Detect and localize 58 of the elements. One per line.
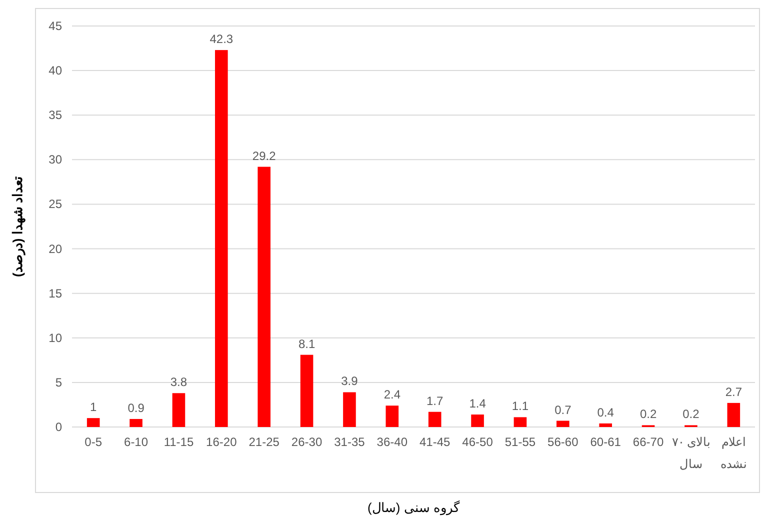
data-label: 0.7	[554, 402, 572, 417]
x-tick-label: بالای ۷۰ سال	[672, 435, 710, 471]
bar	[386, 406, 399, 427]
data-label: 2.4	[384, 388, 401, 402]
y-tick-label: 20	[48, 242, 62, 256]
bar	[86, 418, 100, 427]
x-tick-label: 16-20	[206, 435, 238, 449]
y-tick-label: 25	[48, 197, 62, 212]
bar	[514, 417, 527, 427]
y-tick-label: 45	[48, 19, 62, 33]
y-tick-label: 5	[55, 375, 62, 390]
y-tick-label: 15	[48, 286, 62, 300]
data-label: 1	[90, 400, 97, 414]
x-tick-label: اعلام نشده	[720, 435, 747, 471]
data-label: 0.2	[640, 407, 657, 422]
x-tick-label: 66-70	[632, 435, 664, 449]
bar	[727, 402, 740, 427]
y-tick-label: 10	[48, 330, 62, 345]
bar	[428, 412, 442, 427]
x-tick-label: 51-55	[504, 435, 536, 449]
x-tick-label: 31-35	[334, 435, 366, 449]
data-label: 1.7	[426, 394, 444, 408]
x-tick-label: 6-10	[124, 435, 148, 449]
bar	[172, 393, 186, 427]
bar	[130, 418, 142, 427]
x-tick-label: 36-40	[376, 435, 408, 449]
bar	[258, 166, 270, 427]
data-label: 29.2	[252, 148, 276, 163]
x-tick-label: 21-25	[248, 435, 280, 449]
data-label: 42.3	[210, 32, 234, 46]
data-label: 1.1	[512, 399, 529, 414]
data-label: 0.4	[597, 405, 614, 420]
x-tick-label: 46-50	[462, 435, 494, 449]
y-tick-label: 40	[48, 64, 62, 78]
data-label: 0.9	[128, 400, 145, 415]
data-label: 3.8	[170, 375, 188, 390]
bar	[300, 354, 314, 427]
x-tick-label: 60-61	[590, 435, 622, 449]
x-tick-label: 0-5	[84, 435, 102, 449]
x-tick-label: 26-30	[291, 435, 322, 449]
data-label: 3.9	[341, 374, 358, 388]
bar	[215, 50, 228, 427]
bar	[343, 392, 356, 427]
bar	[471, 414, 484, 427]
bar	[556, 420, 570, 427]
data-label: 1.4	[469, 396, 486, 411]
y-tick-label: 30	[48, 152, 62, 167]
x-tick-label: 11-15	[164, 435, 194, 449]
data-label: 8.1	[298, 336, 316, 351]
x-axis-title: گروه سنی (سال)	[368, 500, 460, 516]
x-tick-label: 56-60	[548, 435, 579, 449]
y-axis-title: تعداد شهدا (درصد)	[10, 176, 26, 277]
bar	[599, 423, 612, 427]
y-tick-label: 0	[55, 420, 62, 434]
y-tick-label: 35	[48, 108, 62, 122]
x-tick-label: 41-45	[419, 435, 451, 449]
data-label: 0.2	[682, 407, 700, 422]
data-label: 2.7	[725, 384, 742, 399]
